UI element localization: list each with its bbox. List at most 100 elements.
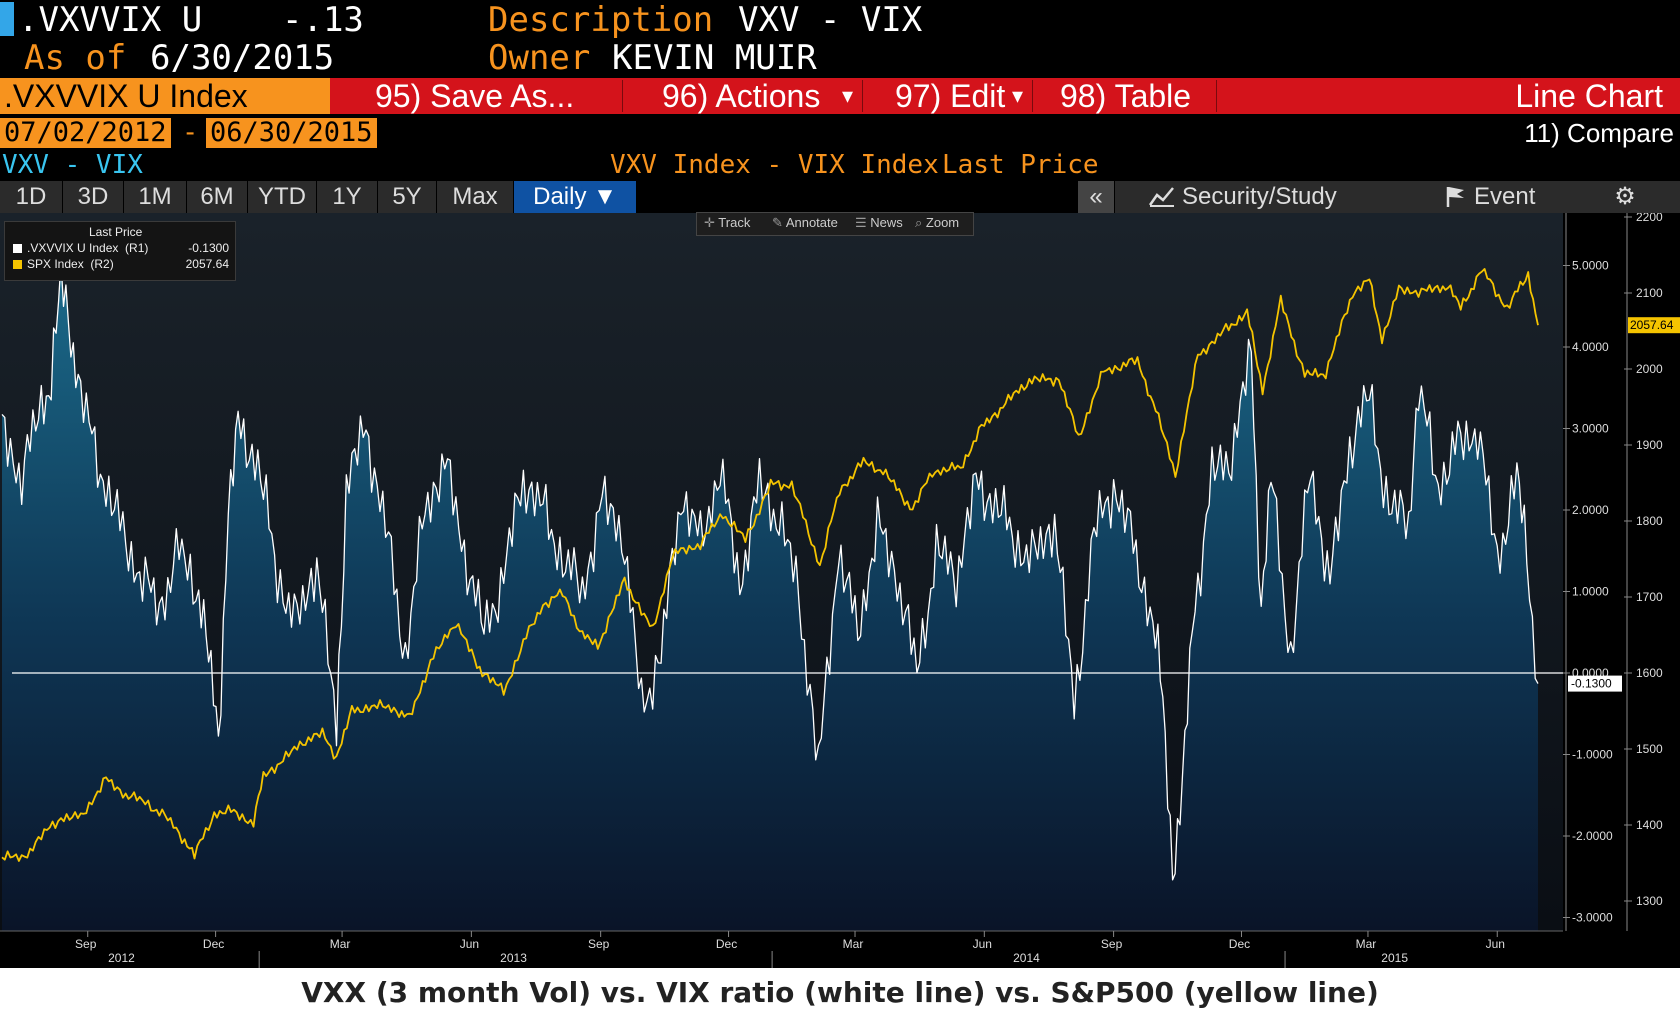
legend-swatch-ratio (13, 244, 22, 253)
r2-last-value-tag (1628, 317, 1680, 334)
r1-tick-label: 5.0000 (1572, 259, 1609, 273)
table-button[interactable]: 98) Table (1060, 78, 1192, 114)
annotate-label: Annotate (785, 215, 838, 230)
r2-tick-label: 2200 (1636, 213, 1663, 224)
toolbar-divider (622, 80, 623, 112)
compare-button[interactable]: 11) Compare (1524, 118, 1674, 148)
r1-tick-label: 4.0000 (1572, 340, 1609, 354)
r2-tick-label: 1900 (1636, 438, 1663, 452)
year-tick-label: 2012 (108, 951, 135, 965)
chart-caption: VXX (3 month Vol) vs. VIX ratio (white l… (0, 968, 1680, 1017)
frequency-dropdown[interactable]: Daily ▼ (514, 181, 637, 213)
zoom-tool[interactable]: ⌕ Zoom (915, 213, 959, 233)
r1-tick-label: 1.0000 (1572, 585, 1609, 599)
r2-tick-label: 2000 (1636, 362, 1663, 376)
r2-tick-label: 1800 (1636, 514, 1663, 528)
flag-icon (1446, 187, 1464, 207)
annotate-tool[interactable]: ✎ Annotate (772, 213, 838, 233)
collapse-button[interactable]: « (1078, 181, 1115, 213)
security-study-button[interactable]: Security/Study (1148, 181, 1337, 213)
end-date-field[interactable]: 06/30/2015 (206, 118, 377, 148)
legend-value-spx: 2057.64 (185, 257, 229, 271)
pencil-icon: ✎ (772, 215, 783, 230)
description-value: VXV - VIX (738, 0, 923, 40)
r1-tick-label: 3.0000 (1572, 422, 1609, 436)
crosshair-icon: ✛ (704, 215, 715, 230)
asof-date: 6/30/2015 (150, 38, 335, 78)
field-title: Last Price (942, 150, 1099, 180)
legend-swatch-spx (13, 260, 22, 269)
security-field[interactable]: .VXVVIX U Index (0, 78, 330, 114)
series-title: VXV Index - VIX Index (610, 150, 939, 180)
security-study-label: Security/Study (1182, 183, 1337, 210)
r2-tick-label: 1400 (1636, 818, 1663, 832)
month-tick-label: Mar (330, 937, 351, 951)
date-range-dash: - (182, 117, 199, 148)
period-1m[interactable]: 1M (124, 181, 187, 213)
month-tick-label: Jun (1486, 937, 1505, 951)
legend[interactable]: Last Price .VXVVIX U Index (R1) -0.1300 … (4, 221, 236, 281)
r1-tick-label: -2.0000 (1572, 829, 1613, 843)
owner-value: KEVIN MUIR (612, 38, 817, 78)
price-change: -.13 (282, 0, 364, 40)
series-area-vxvvix (2, 261, 1538, 931)
edit-chevron-down-icon[interactable]: ▾ (1012, 83, 1024, 108)
period-ytd[interactable]: YTD (248, 181, 317, 213)
track-tool[interactable]: ✛ Track (704, 213, 750, 233)
news-icon: ☰ (855, 215, 867, 230)
ticker: .VXVVIX U (18, 0, 203, 40)
time-axis-panel (0, 931, 1563, 968)
legend-title: Last Price (89, 225, 143, 239)
period-5y[interactable]: 5Y (378, 181, 437, 213)
series-line-spx[interactable] (1, 268, 1539, 862)
description-label: Description (488, 0, 714, 40)
track-label: Track (718, 215, 751, 230)
month-tick-label: Sep (1101, 937, 1123, 951)
month-tick-label: Jun (973, 937, 992, 951)
news-tool[interactable]: ☰ News (855, 213, 903, 233)
legend-label-ratio: .VXVVIX U Index (R1) (27, 241, 149, 255)
start-date-field[interactable]: 07/02/2012 (0, 118, 171, 148)
r2-last-value-text: 2057.64 (1630, 318, 1674, 332)
period-1d[interactable]: 1D (0, 181, 63, 213)
legend-value-ratio: -0.1300 (188, 241, 229, 255)
save-as-button[interactable]: 95) Save As... (375, 78, 575, 114)
year-tick-label: 2014 (1013, 951, 1040, 965)
ticker-marker (0, 2, 14, 36)
period-3d[interactable]: 3D (63, 181, 124, 213)
toolbar-divider (862, 80, 863, 112)
settings-gear-icon[interactable]: ⚙ (1614, 183, 1636, 210)
chart-type-label[interactable]: Line Chart (1515, 78, 1663, 114)
axis-panel (1563, 213, 1680, 968)
actions-chevron-down-icon[interactable]: ▾ (842, 83, 854, 108)
r1-tick-label: -1.0000 (1572, 748, 1613, 762)
toolbar-divider (1216, 80, 1217, 112)
right-tool-bar (1078, 181, 1680, 213)
period-1y[interactable]: 1Y (317, 181, 378, 213)
month-tick-label: Mar (843, 937, 864, 951)
event-button[interactable]: Event (1444, 181, 1535, 213)
period-6m[interactable]: 6M (187, 181, 248, 213)
r2-tick-label: 1600 (1636, 666, 1663, 680)
period-max[interactable]: Max (437, 181, 514, 213)
r1-last-value-text: -0.1300 (1571, 677, 1612, 691)
news-label: News (870, 215, 903, 230)
month-tick-label: Mar (1356, 937, 1377, 951)
r2-tick-label: 1500 (1636, 742, 1663, 756)
security-field-text: .VXVVIX U Index (4, 78, 248, 114)
actions-button[interactable]: 96) Actions (662, 78, 821, 114)
month-tick-label: Dec (716, 937, 737, 951)
series-line-vxvvix[interactable] (1, 260, 1539, 881)
asof-label: As of (24, 38, 127, 78)
r2-tick-label: 1300 (1636, 894, 1663, 908)
edit-button[interactable]: 97) Edit (895, 78, 1006, 114)
year-tick-label: 2013 (500, 951, 527, 965)
legend-label-spx: SPX Index (R2) (27, 257, 114, 271)
chart-trend-icon (1148, 187, 1174, 207)
chart[interactable]: 5.00004.00003.00002.00001.00000.0000-1.0… (0, 213, 1680, 968)
year-tick-label: 2015 (1381, 951, 1408, 965)
plot-layer (1, 260, 1563, 931)
month-tick-label: Dec (203, 937, 224, 951)
r1-last-value-tag (1568, 675, 1622, 692)
owner-label: Owner (488, 38, 591, 78)
